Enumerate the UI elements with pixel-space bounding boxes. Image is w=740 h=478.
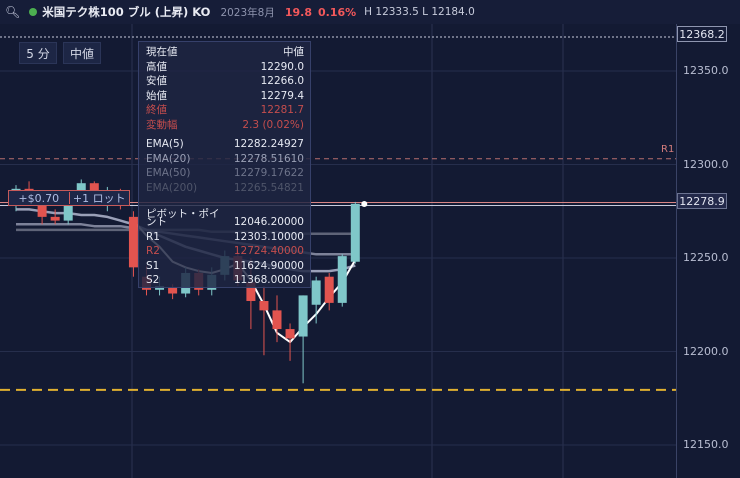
ema-label: EMA(50) [146, 167, 191, 180]
pivot-value: 12724.40000 [233, 245, 304, 258]
ohlc-row: 始値 12279.4 [146, 89, 304, 103]
candle-body [324, 276, 334, 303]
pivot-row: S2 11368.00000 [146, 273, 304, 287]
plot-background [0, 24, 740, 478]
pivot-label: S2 [146, 274, 160, 287]
ohlc-label: 変動幅 [146, 118, 178, 131]
search-icon[interactable]: 🔍︎ [5, 5, 21, 19]
ema-label: EMA(20) [146, 152, 191, 165]
price-change-percent: 0.16% [317, 5, 357, 19]
ohlc-row: 安値 12266.0 [146, 74, 304, 88]
ohlc-row: 高値 12290.0 [146, 60, 304, 74]
timeframe-button[interactable]: 5 分 [19, 42, 57, 64]
position-lots: +1 ロット [72, 192, 126, 205]
ema-value: 12265.54821 [233, 181, 304, 194]
r1-line-label: R1 [661, 144, 675, 155]
ohlc-label: 安値 [146, 75, 167, 88]
candle-body [246, 282, 256, 302]
ema-row: EMA(20) 12278.51610 [146, 152, 304, 166]
panel-header-type: 中値 [283, 46, 304, 58]
pivot-label-cont: ント [146, 216, 167, 228]
ema-row: EMA(200) 12265.54821 [146, 181, 304, 195]
pivot-row: R1 12303.10000 [146, 230, 304, 244]
ohlc-value: 12290.0 [260, 60, 304, 73]
ohlc-label: 始値 [146, 89, 167, 102]
ohlc-info-panel: 現在値 中値 高値 12290.0 安値 12266.0 始値 12279.4 終値 1228… [138, 41, 311, 288]
current-price-tag: 12278.9 [677, 193, 727, 209]
chart-date: 2023年8月 [220, 6, 275, 19]
chart-header: 🔍︎ 米国テク株100 ブル (上昇) KO 2023年8月 19.8 0.16… [0, 0, 740, 24]
candle-body [285, 329, 295, 339]
y-tick-label: 12350.0 [683, 64, 729, 77]
candle-body [350, 203, 360, 262]
instrument-title[interactable]: 米国テク株100 ブル (上昇) KO [42, 5, 211, 19]
top-price-tag: 12368.2 [677, 26, 727, 42]
price-change: 19.8 [284, 5, 312, 19]
pivot-label: S1 [146, 259, 160, 272]
candle-body [50, 216, 60, 221]
pivot-value: 12046.20000 [233, 216, 304, 228]
pivot-label: R2 [146, 245, 160, 258]
candle-body [128, 216, 138, 268]
candle-body [311, 280, 321, 305]
pivot-row: S1 11624.90000 [146, 259, 304, 273]
candle-body [337, 256, 347, 303]
ema-value: 12279.17622 [233, 167, 304, 180]
current-price-dot [361, 200, 368, 207]
ohlc-row: 終値 12281.7 [146, 103, 304, 117]
y-tick-label: 12250.0 [683, 251, 729, 264]
ema-value: 12282.24927 [233, 138, 304, 150]
pivot-value: 11624.90000 [233, 259, 304, 272]
candle-body [272, 310, 282, 330]
ema-row: EMA(5) 12282.24927 [146, 137, 304, 151]
pivot-label: R1 [146, 230, 160, 243]
candle-body [37, 205, 47, 217]
position-pnl: +$0.70 [18, 191, 60, 205]
ema-label: EMA(5) [146, 138, 184, 150]
pivot-label-row: ピボット・ポイ [146, 207, 304, 221]
ohlc-value: 12266.0 [260, 75, 304, 88]
ohlc-label: 終値 [146, 104, 167, 117]
pivot-value: 11368.00000 [233, 274, 304, 287]
price-type-button[interactable]: 中値 [63, 42, 101, 64]
panel-header-row: 現在値 中値 [146, 45, 304, 59]
candle-body [168, 287, 178, 294]
ohlc-value: 2.3 (0.02%) [242, 118, 304, 131]
candle-body [298, 295, 308, 337]
position-box[interactable]: +$0.70 +1 ロット [8, 190, 130, 206]
ema-value: 12278.51610 [233, 152, 304, 165]
position-divider [68, 192, 70, 204]
ohlc-value: 12279.4 [260, 89, 304, 102]
pivot-value: 12303.10000 [233, 230, 304, 243]
ohlc-row: 変動幅 2.3 (0.02%) [146, 118, 304, 132]
ema-label: EMA(200) [146, 181, 198, 194]
y-tick-label: 12300.0 [683, 157, 729, 171]
ema-row: EMA(50) 12279.17622 [146, 166, 304, 180]
ohlc-value: 12281.7 [260, 104, 304, 117]
pivot-row: ント 12046.20000 [146, 215, 304, 229]
pivot-row: R2 12724.40000 [146, 244, 304, 258]
y-tick-label: 12150.0 [683, 438, 729, 451]
y-tick-label: 12200.0 [683, 344, 729, 358]
status-dot-icon [29, 8, 38, 16]
pivot-label: ピボット・ポイ [146, 208, 220, 220]
high-low-values: H 12333.5 L 12184.0 [364, 6, 475, 18]
ohlc-label: 高値 [146, 60, 167, 73]
candle-body [259, 301, 269, 311]
panel-header-label: 現在値 [146, 46, 178, 58]
candle-body [63, 198, 73, 221]
